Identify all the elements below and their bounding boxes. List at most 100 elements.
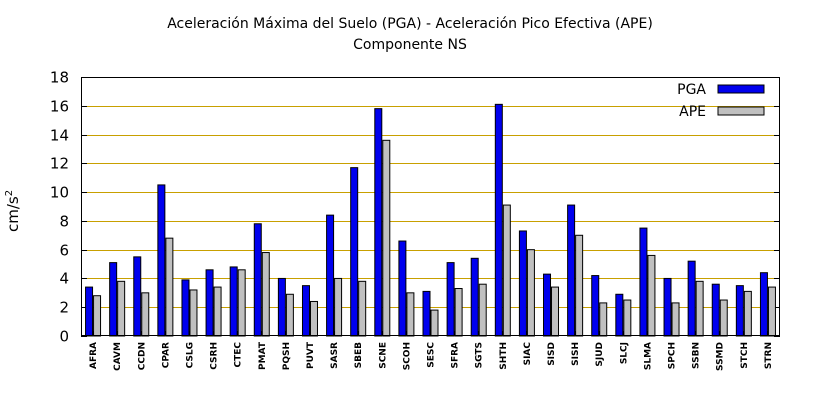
x-category-label: PQSH <box>282 342 292 370</box>
x-category-label: SISH <box>571 342 581 366</box>
bar-pga <box>663 277 672 337</box>
x-category-label: STCH <box>740 342 750 369</box>
x-category-label: SJUD <box>595 342 605 367</box>
bar-pga <box>639 227 648 337</box>
y-tick-label: 4 <box>59 270 69 288</box>
x-category-label: SASR <box>330 342 340 369</box>
x-category-label: CPAR <box>161 342 171 368</box>
x-category-label: CCDN <box>137 342 147 370</box>
legend-label-pga: PGA <box>677 82 706 98</box>
bar-ape <box>334 277 343 337</box>
bar-ape <box>743 290 752 337</box>
bar-pga <box>398 240 407 337</box>
x-category-label: SHTH <box>499 342 509 370</box>
bar-ape <box>430 309 439 337</box>
bar-ape <box>141 292 150 337</box>
bar-pga <box>543 273 552 337</box>
y-tick-label: 8 <box>59 213 69 231</box>
x-category-label: PMAT <box>258 341 268 370</box>
legend-swatch-ape <box>717 106 765 116</box>
bar-ape <box>551 286 560 337</box>
bar-ape <box>165 237 174 337</box>
x-category-label: SIAC <box>523 342 533 366</box>
bar-pga <box>301 285 310 337</box>
bar-pga <box>446 262 455 337</box>
bar-ape <box>93 295 102 337</box>
bar-ape <box>478 283 487 337</box>
bar-pga <box>326 214 335 337</box>
bar-pga <box>422 290 431 337</box>
x-category-label: SPCH <box>668 342 678 369</box>
bar-ape <box>261 252 270 337</box>
x-category-label: SFRA <box>451 342 461 369</box>
bar-pga <box>229 266 238 337</box>
y-tick-label: 12 <box>50 155 69 173</box>
bar-ape <box>285 293 294 337</box>
x-category-label: SLMA <box>643 342 653 370</box>
bar-pga <box>133 256 142 337</box>
bar-ape <box>454 288 463 337</box>
bar-pga <box>205 269 214 337</box>
bar-pga <box>109 262 118 337</box>
x-category-label: AFRA <box>89 342 99 369</box>
x-category-label: SLCJ <box>619 342 629 364</box>
x-category-label: STRN <box>764 342 774 369</box>
y-tick-label: 6 <box>59 242 69 260</box>
bar-pga <box>591 275 600 337</box>
bar-ape <box>502 204 511 337</box>
bar-ape <box>623 299 632 337</box>
y-tick-label: 14 <box>50 127 69 145</box>
x-category-label: SCNE <box>378 342 388 369</box>
x-category-label: SSBN <box>692 342 702 369</box>
bar-ape <box>575 234 584 337</box>
y-tick-label: 10 <box>50 184 69 202</box>
legend-label-ape: APE <box>679 104 706 120</box>
x-category-label: SESC <box>427 342 437 368</box>
x-category-label: CTEC <box>234 342 244 368</box>
bar-ape <box>406 292 415 337</box>
bar-pga <box>277 277 286 337</box>
bar-pga <box>253 223 262 337</box>
bar-ape <box>767 286 776 337</box>
bar-ape <box>382 139 391 337</box>
bar-pga <box>567 204 576 337</box>
y-tick-label: 2 <box>59 299 69 317</box>
bar-pga <box>470 257 479 337</box>
bar-pga <box>85 286 94 337</box>
bar-ape <box>309 300 318 337</box>
bar-ape <box>117 280 126 337</box>
y-tick-label: 0 <box>59 328 69 346</box>
bar-pga <box>615 293 624 337</box>
legend-swatch-pga <box>717 84 765 94</box>
x-category-label: SGTS <box>475 342 485 368</box>
x-category-label: PUVT <box>306 341 316 369</box>
bar-pga <box>374 108 383 337</box>
x-category-label: CSLG <box>185 342 195 368</box>
chart-subtitle: Componente NS <box>353 37 467 53</box>
bar-ape <box>719 299 728 337</box>
bar-ape <box>695 280 704 337</box>
bar-pga <box>350 167 359 337</box>
x-category-label: CAVM <box>113 342 123 371</box>
y-tick-label: 16 <box>50 98 69 116</box>
bar-pga <box>759 272 768 337</box>
bar-ape <box>189 289 198 337</box>
bar-ape <box>358 280 367 337</box>
bar-pga <box>711 283 720 337</box>
bar-ape <box>671 302 680 337</box>
x-category-label: CSRH <box>210 342 220 370</box>
x-category-label: SISD <box>547 342 557 366</box>
bar-pga <box>735 285 744 337</box>
bar-pga <box>687 260 696 337</box>
bar-pga <box>181 279 190 337</box>
bar-ape <box>237 269 246 337</box>
bar-pga <box>494 103 503 337</box>
bar-pga <box>518 230 527 337</box>
x-category-label: SBEB <box>354 342 364 368</box>
plot-frame <box>81 77 780 336</box>
bar-pga <box>157 184 166 337</box>
chart-title: Aceleración Máxima del Suelo (PGA) - Ace… <box>167 16 653 32</box>
bar-ape <box>647 254 656 337</box>
x-category-label: SCOH <box>402 342 412 370</box>
